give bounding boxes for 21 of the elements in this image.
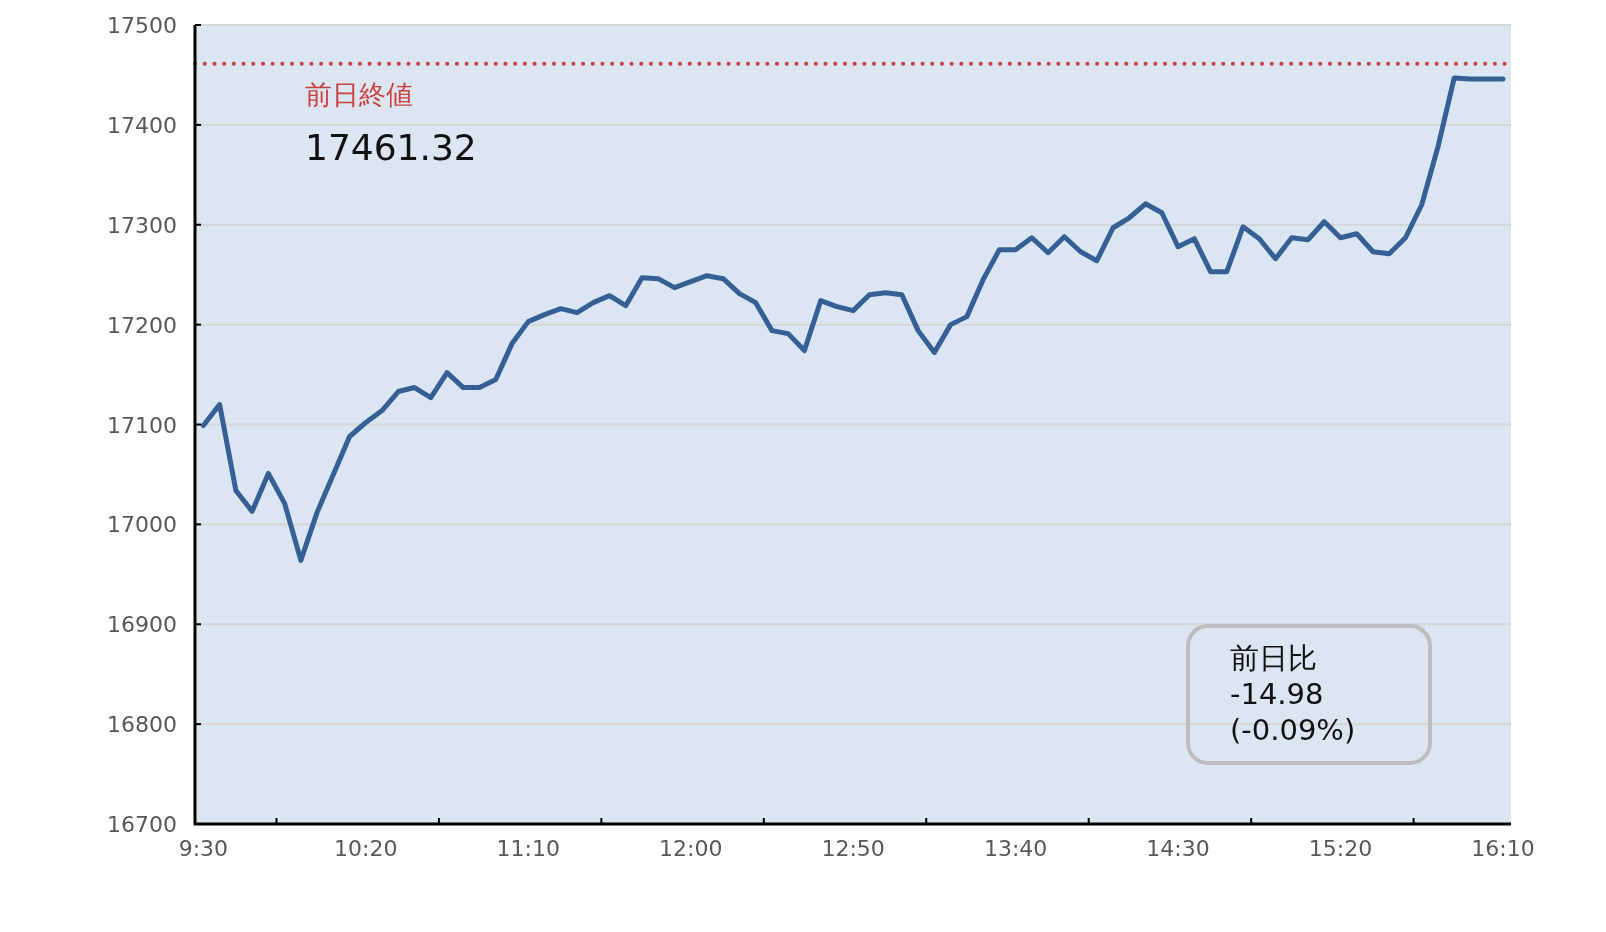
x-tick-label: 14:30 xyxy=(1146,836,1210,861)
y-tick-label: 16900 xyxy=(107,612,177,638)
x-tick-label: 12:00 xyxy=(659,836,723,861)
y-tick-label: 17000 xyxy=(107,512,177,538)
y-tick-label: 16700 xyxy=(107,812,177,837)
x-tick-label: 11:10 xyxy=(496,836,560,861)
ref-line-label: 前日終値 xyxy=(305,78,413,110)
y-tick-label: 17300 xyxy=(107,212,177,238)
x-tick-label: 13:40 xyxy=(983,836,1048,861)
x-tick-label: 16:10 xyxy=(1471,836,1535,861)
x-tick-label: 9:30 xyxy=(178,836,229,861)
y-tick-label: 17500 xyxy=(107,13,177,38)
y-tick-label: 17400 xyxy=(107,112,177,138)
annotation: 17461.32 xyxy=(305,127,477,168)
x-tick-label: 12:50 xyxy=(821,836,885,861)
y-tick-label: 17100 xyxy=(107,412,177,438)
y-tick-label: 16800 xyxy=(107,712,177,738)
annotation: 前日比 -14.98 (-0.09%) xyxy=(1230,641,1356,747)
x-tick-label: 15:20 xyxy=(1308,836,1373,861)
x-tick-label: 10:20 xyxy=(334,836,398,861)
y-tick-label: 17200 xyxy=(107,312,177,338)
